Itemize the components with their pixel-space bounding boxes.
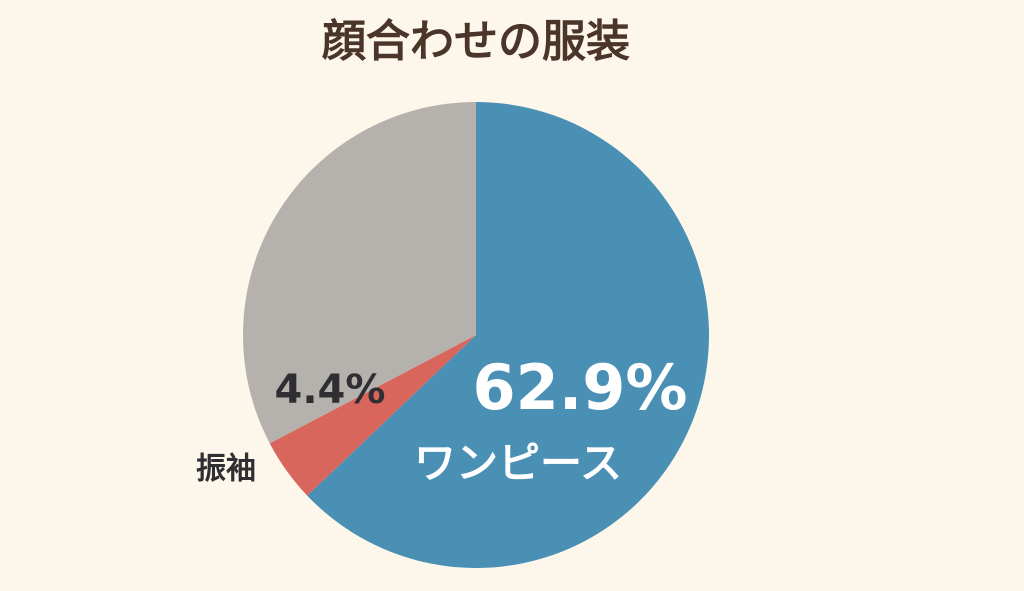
value-label: 62.9% xyxy=(472,351,687,424)
pie-slice xyxy=(243,102,476,444)
category-label: 振袖 xyxy=(196,452,256,487)
pie-slice xyxy=(269,335,476,496)
chart-title: 顔合わせの服装 xyxy=(322,16,630,67)
category-label: ワンピース xyxy=(414,439,622,488)
pie-slice xyxy=(307,102,709,568)
value-label: 4.4% xyxy=(275,367,386,413)
